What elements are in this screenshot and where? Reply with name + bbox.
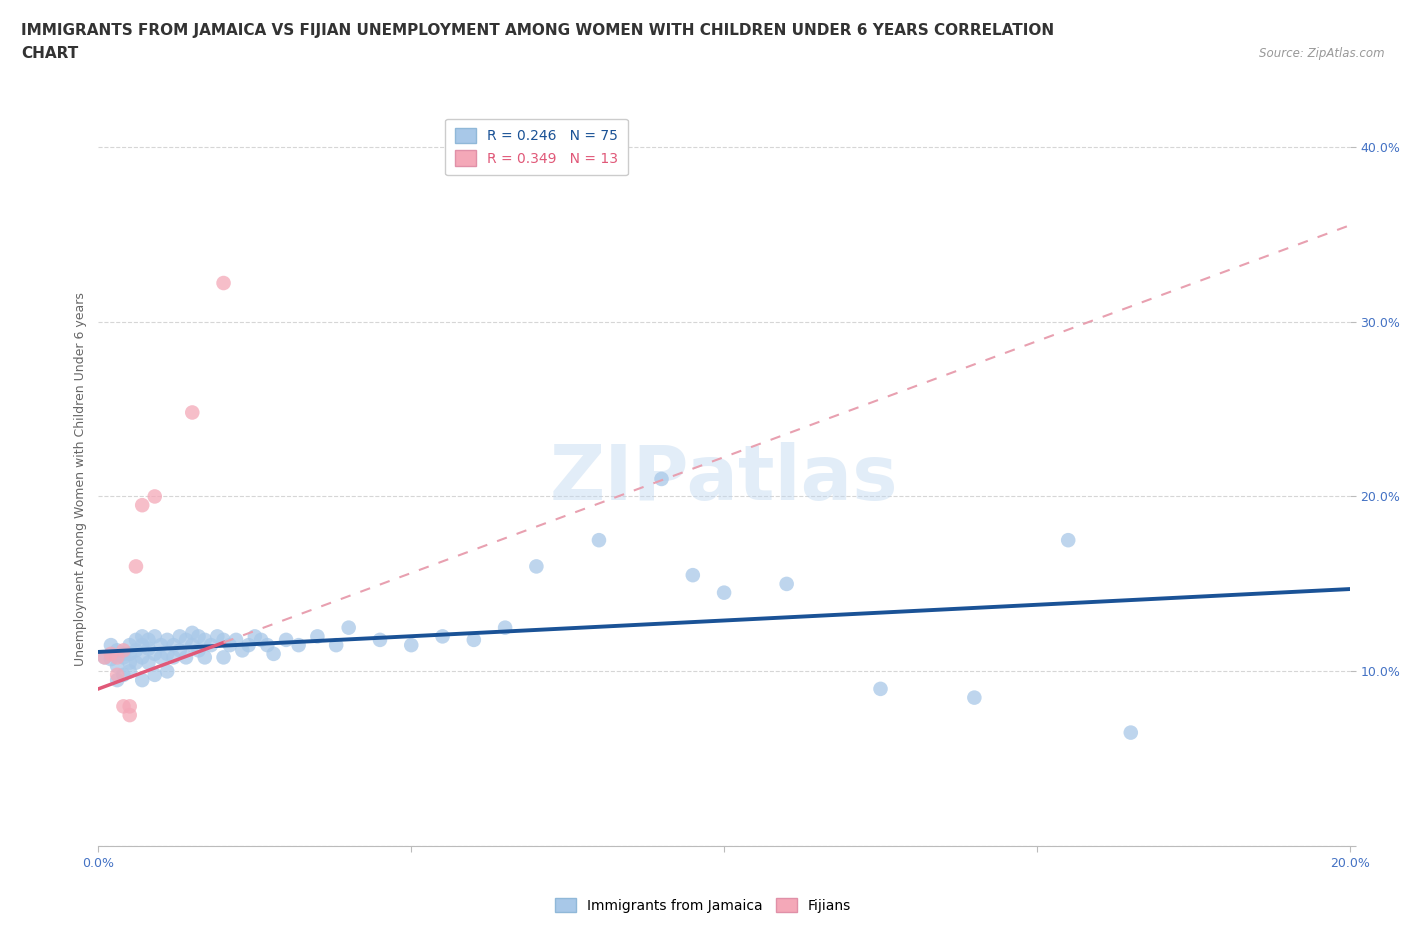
Point [231, 643, 253, 658]
Point [256, 638, 278, 653]
Point [181, 626, 204, 641]
Point [181, 405, 204, 420]
Point [776, 577, 799, 591]
Point [250, 632, 273, 647]
Point [105, 658, 128, 673]
Point [181, 638, 204, 653]
Point [174, 632, 197, 647]
Text: CHART: CHART [21, 46, 79, 61]
Point [112, 646, 135, 661]
Point [118, 664, 141, 679]
Point [194, 650, 217, 665]
Point [150, 650, 173, 665]
Point [463, 632, 485, 647]
Point [963, 690, 986, 705]
Point [187, 629, 209, 644]
Point [143, 489, 166, 504]
Point [143, 646, 166, 661]
Point [682, 567, 704, 582]
Point [131, 650, 153, 665]
Point [118, 656, 141, 671]
Point [243, 629, 266, 644]
Point [325, 638, 347, 653]
Point [93, 650, 115, 665]
Point [337, 620, 360, 635]
Point [112, 650, 135, 665]
Point [156, 664, 179, 679]
Point [125, 559, 148, 574]
Point [287, 638, 309, 653]
Point [162, 638, 184, 653]
Point [138, 641, 160, 656]
Point [174, 650, 197, 665]
Point [169, 629, 191, 644]
Point [156, 646, 179, 661]
Text: Source: ZipAtlas.com: Source: ZipAtlas.com [1260, 46, 1385, 60]
Text: ZIPatlas: ZIPatlas [550, 442, 898, 516]
Point [105, 672, 128, 687]
Point [713, 585, 735, 600]
Point [118, 638, 141, 653]
Point [1057, 533, 1080, 548]
Point [207, 629, 229, 644]
Point [138, 656, 160, 671]
Point [100, 646, 122, 661]
Point [1119, 725, 1142, 740]
Point [194, 632, 217, 647]
Point [263, 646, 285, 661]
Point [131, 498, 153, 512]
Point [156, 632, 179, 647]
Point [131, 629, 153, 644]
Point [100, 638, 122, 653]
Point [138, 632, 160, 647]
Point [125, 643, 148, 658]
Point [143, 629, 166, 644]
Point [131, 672, 153, 687]
Point [401, 638, 423, 653]
Point [212, 632, 235, 647]
Point [526, 559, 548, 574]
Point [105, 643, 128, 658]
Legend: Immigrants from Jamaica, Fijians: Immigrants from Jamaica, Fijians [550, 893, 856, 919]
Point [187, 643, 209, 658]
Point [93, 650, 115, 665]
Point [869, 682, 891, 697]
Point [169, 643, 191, 658]
Point [118, 646, 141, 661]
Point [307, 629, 329, 644]
Text: IMMIGRANTS FROM JAMAICA VS FIJIAN UNEMPLOYMENT AMONG WOMEN WITH CHILDREN UNDER 6: IMMIGRANTS FROM JAMAICA VS FIJIAN UNEMPL… [21, 23, 1054, 38]
Point [218, 638, 240, 653]
Legend: R = 0.246   N = 75, R = 0.349   N = 13: R = 0.246 N = 75, R = 0.349 N = 13 [446, 118, 627, 176]
Point [112, 699, 135, 714]
Point [162, 650, 184, 665]
Point [105, 650, 128, 665]
Point [650, 472, 672, 486]
Point [143, 668, 166, 683]
Point [212, 650, 235, 665]
Point [588, 533, 610, 548]
Point [112, 668, 135, 683]
Point [238, 638, 260, 653]
Point [131, 638, 153, 653]
Point [118, 699, 141, 714]
Point [150, 638, 173, 653]
Point [100, 652, 122, 667]
Point [494, 620, 516, 635]
Point [212, 275, 235, 290]
Point [200, 638, 222, 653]
Point [432, 629, 454, 644]
Point [112, 643, 135, 658]
Point [125, 632, 148, 647]
Point [125, 656, 148, 671]
Point [225, 632, 247, 647]
Point [118, 708, 141, 723]
Point [274, 632, 298, 647]
Point [368, 632, 391, 647]
Y-axis label: Unemployment Among Women with Children Under 6 years: Unemployment Among Women with Children U… [75, 292, 87, 666]
Point [105, 668, 128, 683]
